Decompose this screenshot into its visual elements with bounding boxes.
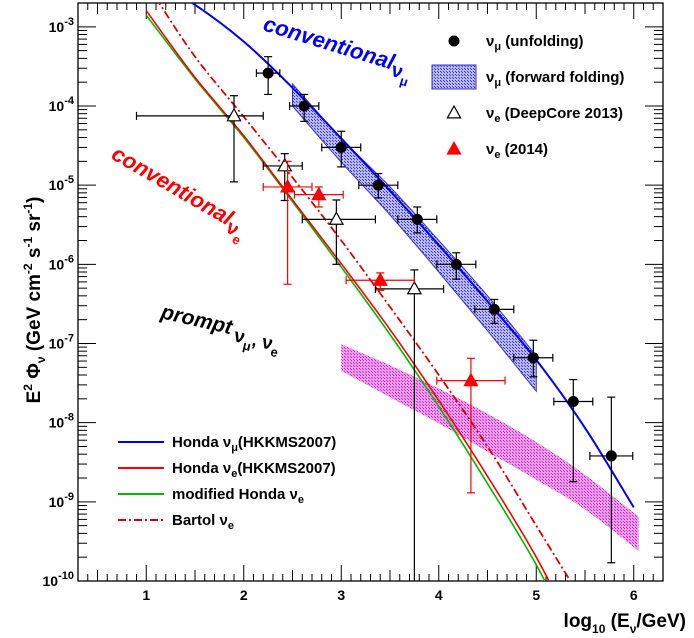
axis-ticks <box>77 2 664 582</box>
nue-2014-marker <box>280 178 296 193</box>
y-tick-label: 10-8 <box>49 412 74 431</box>
numu-unfolding-marker <box>488 303 500 315</box>
honda-numu-line <box>190 3 635 508</box>
numu-unfolding-marker <box>411 213 423 225</box>
legend-bottom-label: Honda νe(HKKMS2007) <box>172 460 336 480</box>
nue-2014-marker <box>463 372 479 387</box>
prompt-band <box>341 344 639 551</box>
legend-circle-marker <box>448 35 460 47</box>
y-tick-label: 10-6 <box>49 253 74 272</box>
deepcore-2013-marker <box>226 107 242 122</box>
legend-data: νμ (unfolding) νμ (forward folding) νe (De… <box>431 33 624 161</box>
legend-filled-triangle <box>446 141 462 155</box>
x-tick-label: 3 <box>337 587 345 603</box>
x-axis-title: log10 (Eν/GeV) <box>564 611 686 636</box>
x-tick-label: 5 <box>532 587 540 603</box>
x-tick-labels: 1 2 3 4 5 6 <box>142 587 638 603</box>
plot-area <box>135 3 639 581</box>
legend-open-triangle <box>446 104 462 119</box>
deepcore-2013-marker <box>328 211 345 225</box>
x-tick-label: 1 <box>142 587 150 603</box>
y-tick-label: 10-4 <box>49 95 75 114</box>
numu-unfolding-marker <box>298 100 310 112</box>
legend-band-swatch <box>431 64 477 90</box>
y-axis-title: E2 Φν (GeV cm-2 s-1 sr-1) <box>21 197 48 404</box>
legend-top-label: νμ (unfolding) <box>486 33 584 53</box>
x-tick-label: 4 <box>435 587 443 603</box>
nue-2014-marker <box>311 186 327 201</box>
numu-unfolding-marker <box>450 258 462 270</box>
x-tick-label: 6 <box>630 587 638 603</box>
numu-unfolding-marker <box>527 352 539 364</box>
legend-bottom-label: modified Honda νe <box>172 486 304 506</box>
legend-models: Honda νμ(HKKMS2007) Honda νe(HKKMS2007) mo… <box>118 434 336 532</box>
legend-top-label: νe (2014) <box>486 141 548 161</box>
deepcore-2013-marker <box>406 280 423 295</box>
legend-bottom-label: Honda νμ(HKKMS2007) <box>172 434 336 454</box>
numu-unfolding-marker <box>605 450 617 462</box>
y-tick-label: 10-10 <box>43 570 74 589</box>
numu-unfolding-marker <box>335 141 347 153</box>
legend-bottom-label: Bartol νe <box>172 512 234 532</box>
nue-2014-marker <box>372 272 388 286</box>
numu-unfolding-marker <box>372 179 384 191</box>
x-tick-label: 2 <box>240 587 248 603</box>
y-tick-label: 10-5 <box>49 174 74 193</box>
legend-top-label: νμ (forward folding) <box>486 69 624 89</box>
legend-top-label: νe (DeepCore 2013) <box>486 105 623 125</box>
numu-unfolding-marker <box>567 396 579 408</box>
y-tick-label: 10-7 <box>49 332 74 351</box>
numu-unfolding-marker <box>262 67 274 79</box>
y-tick-labels: 10-10 10-9 10-8 10-7 10-6 10-5 10-4 10-3 <box>43 16 75 589</box>
y-tick-label: 10-3 <box>49 16 74 35</box>
y-tick-label: 10-9 <box>49 491 74 510</box>
